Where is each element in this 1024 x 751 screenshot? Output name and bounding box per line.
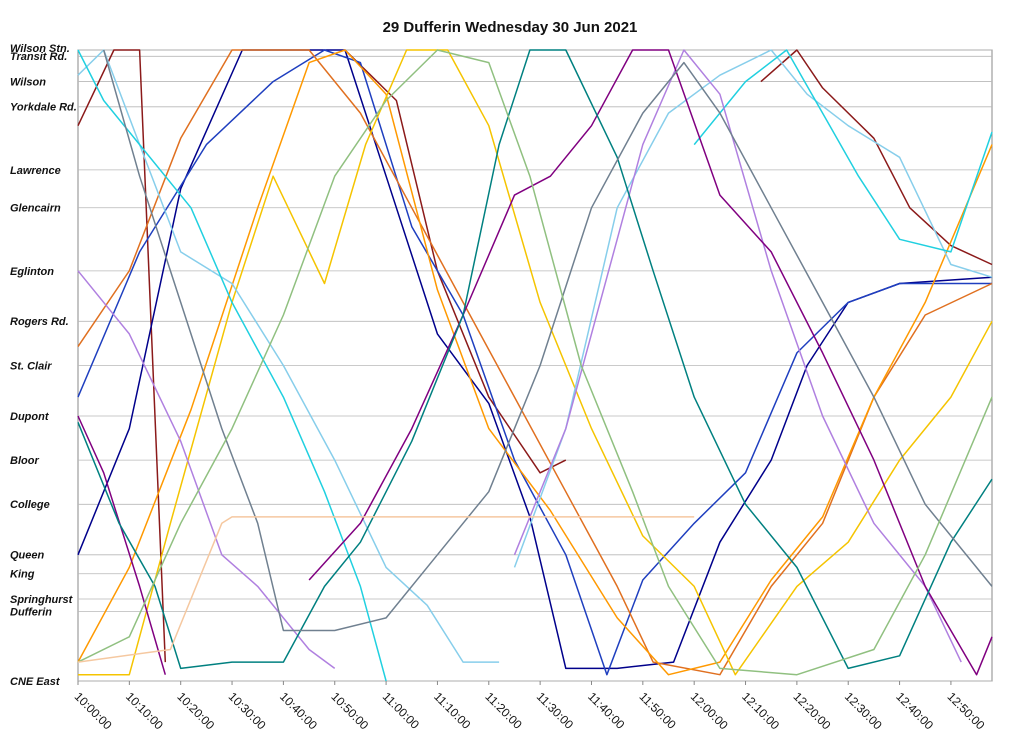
vehicle-trace [77, 516, 695, 663]
y-tick-label: Bloor [10, 455, 39, 467]
vehicle-trace [77, 270, 336, 670]
x-tick-label: 11:10:00 [431, 689, 474, 732]
x-tick-label: 10:10:00 [123, 689, 166, 732]
y-tick-label: Rogers Rd. [10, 316, 69, 328]
y-tick-label: Wilson Stn. [10, 43, 70, 55]
x-tick-label: 12:00:00 [688, 689, 731, 732]
y-tick-label: King [10, 569, 35, 581]
x-tick-label: 12:20:00 [791, 689, 834, 732]
vehicle-trace [78, 49, 993, 676]
y-tick-label: Springhurst [10, 594, 74, 606]
x-tick-label: 10:50:00 [328, 689, 371, 732]
y-tick-label: Wilson [10, 76, 46, 88]
x-tick-label: 11:20:00 [482, 689, 525, 732]
x-tick-label: 11:00:00 [380, 689, 423, 732]
x-tick-label: 12:40:00 [893, 689, 936, 732]
y-tick-label: College [10, 499, 50, 511]
x-tick-label: 11:40:00 [585, 689, 628, 732]
y-tick-label: Transit Rd. [10, 51, 67, 63]
y-tick-label: Queen [10, 550, 45, 562]
x-tick-label: 10:00:00 [72, 689, 115, 732]
chart-title: 29 Dufferin Wednesday 30 Jun 2021 [383, 19, 638, 36]
y-tick-label: Yorkdale Rd. [10, 102, 77, 114]
x-tick-label: 12:10:00 [739, 689, 782, 732]
x-tick-label: 12:30:00 [842, 689, 885, 732]
vehicle-trace [77, 49, 993, 676]
vehicle-trace [77, 49, 993, 676]
x-tick-label: 10:40:00 [277, 689, 320, 732]
vehicle-trace [693, 49, 993, 253]
vehicle-trace [77, 49, 993, 676]
x-tick-label: 10:30:00 [226, 689, 269, 732]
y-tick-label: Glencairn [10, 203, 61, 215]
y-tick-label: Dupont [10, 411, 50, 423]
vehicle-trace [102, 49, 993, 632]
x-tick-label: 11:30:00 [534, 689, 577, 732]
y-tick-label: CNE East [10, 676, 61, 688]
x-tick-label: 11:50:00 [636, 689, 679, 732]
y-tick-label: Lawrence [10, 165, 61, 177]
vehicle-trace [77, 415, 167, 675]
vehicle-trace [308, 49, 993, 676]
y-tick-label: Dufferin [10, 606, 52, 618]
x-tick-label: 12:50:00 [945, 689, 988, 732]
vehicle-trace [77, 49, 500, 663]
vehicle-trace [77, 49, 992, 676]
vehicle-trace [77, 49, 993, 670]
vehicle-trace [77, 49, 167, 663]
vehicle-trace [760, 49, 993, 266]
vehicle-trace [513, 49, 993, 568]
y-tick-label: St. Clair [10, 360, 52, 372]
vehicle-trace [513, 49, 962, 663]
vehicle-trace [77, 49, 387, 682]
y-tick-label: Eglinton [10, 266, 54, 278]
vehicle-trace [77, 49, 993, 670]
x-tick-label: 10:20:00 [174, 689, 217, 732]
